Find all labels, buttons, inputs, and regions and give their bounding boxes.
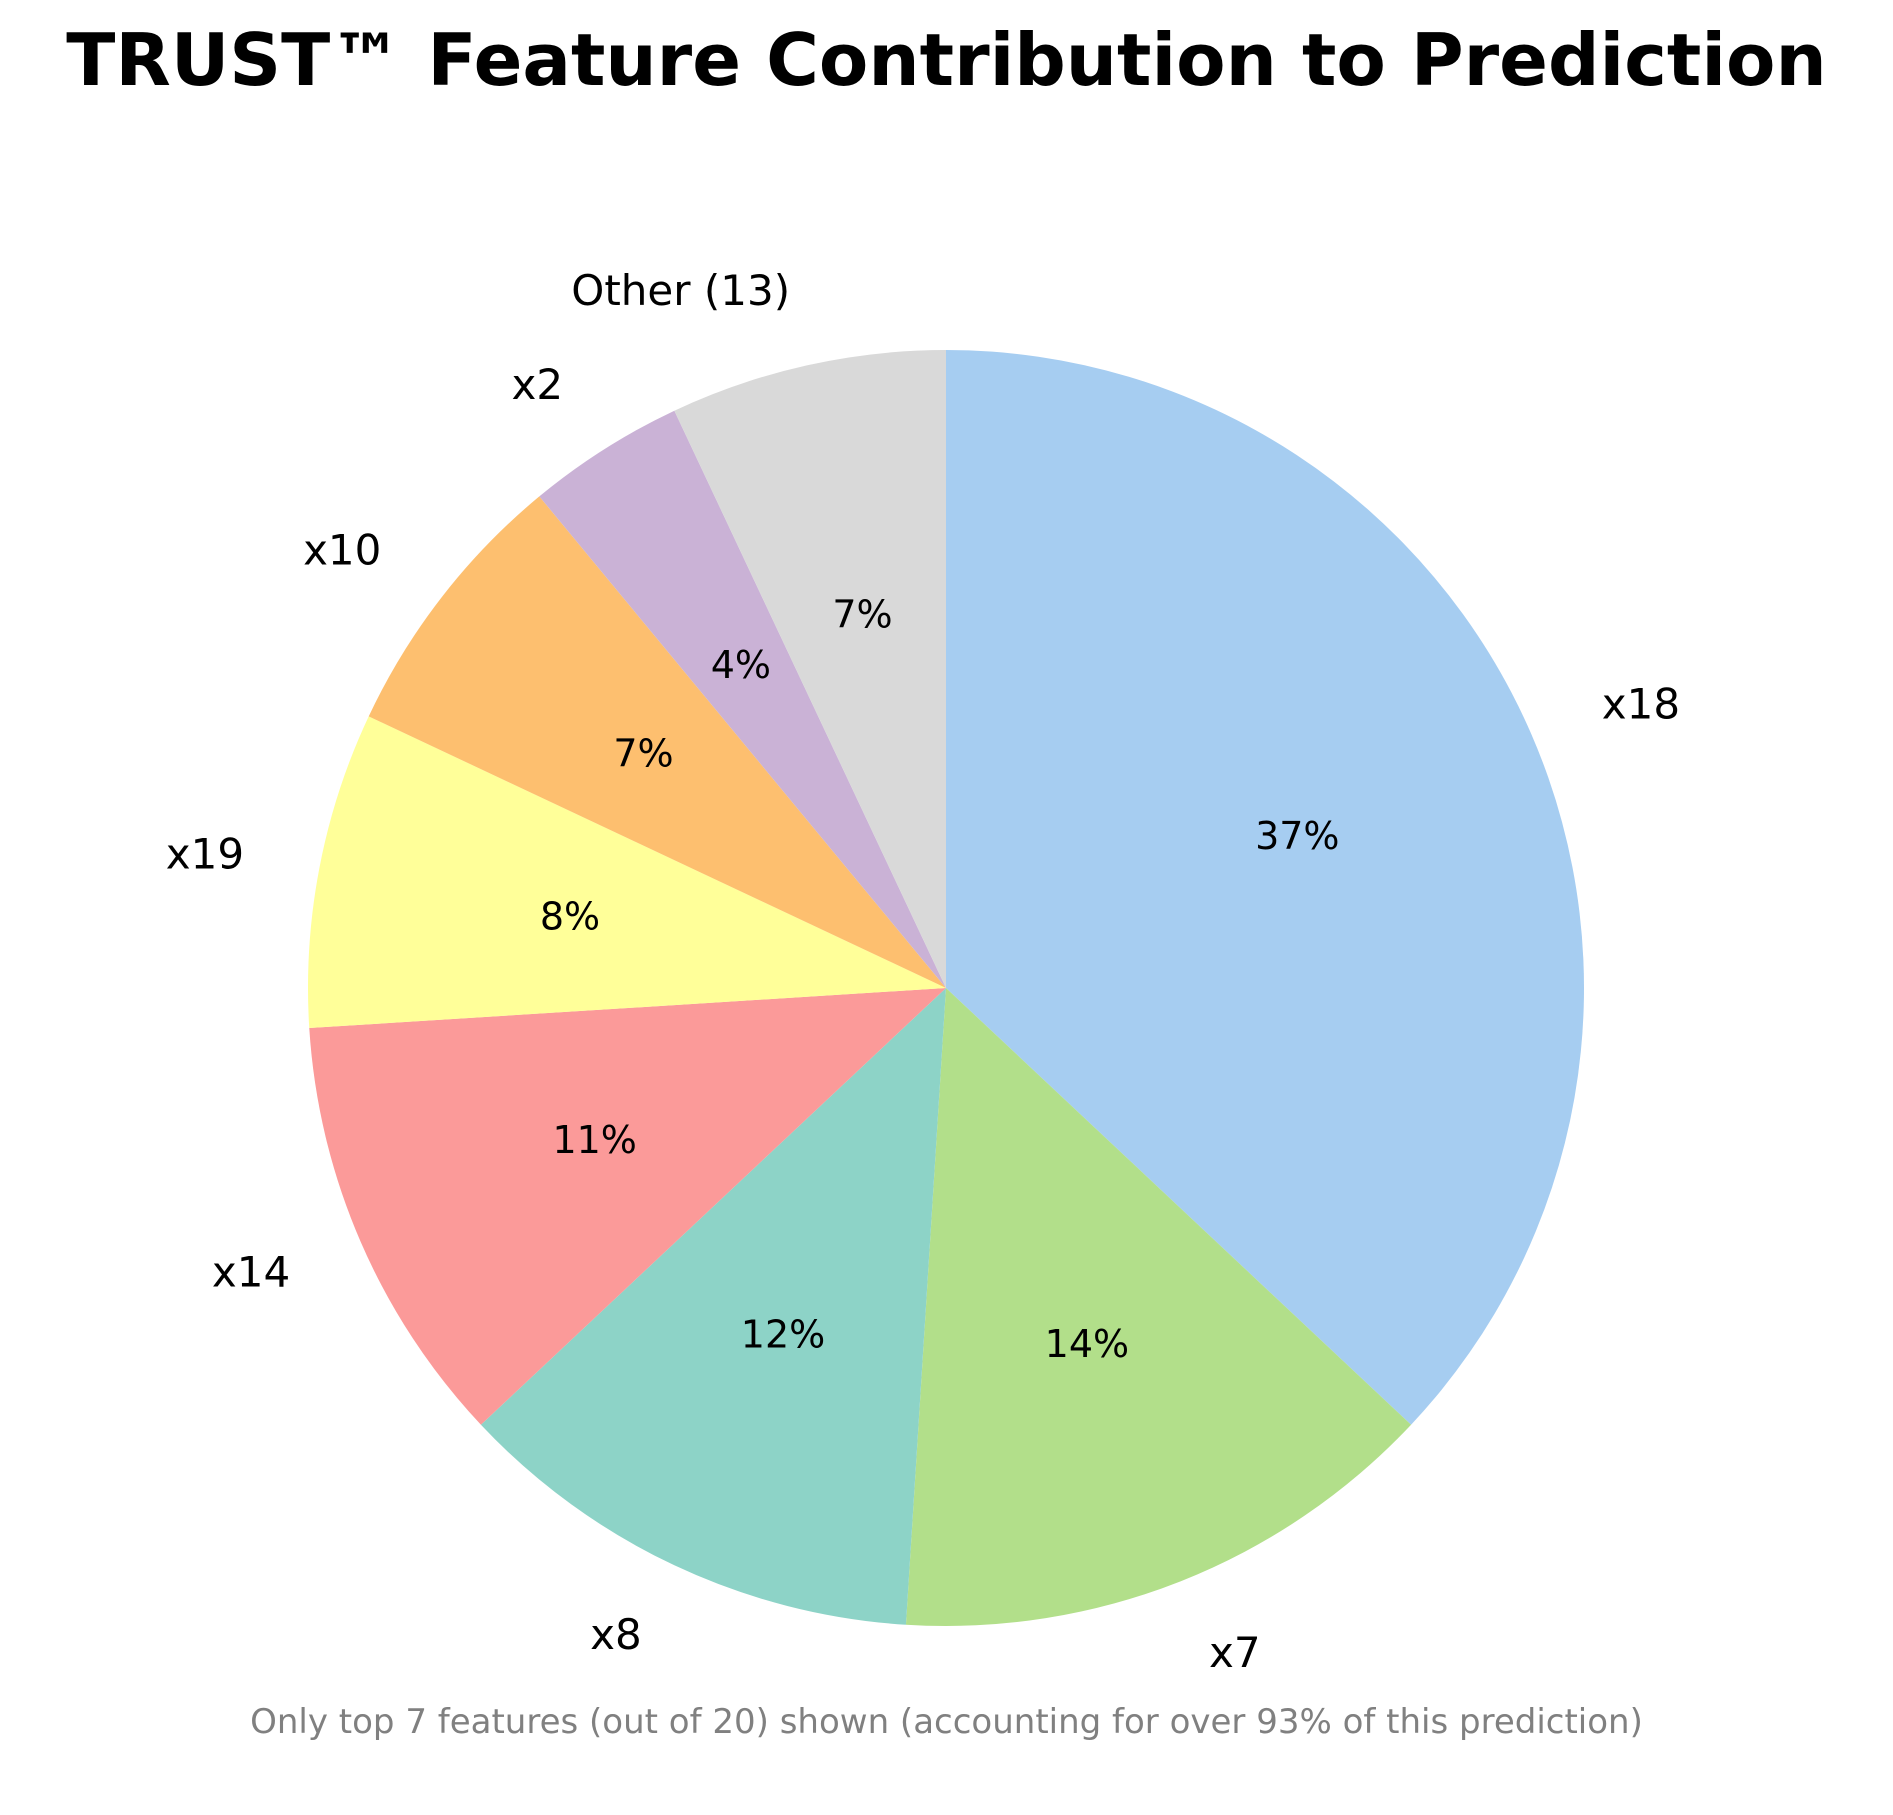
slice-label: x8 — [590, 1610, 642, 1659]
slice-percent-label: 4% — [711, 643, 771, 687]
pie-slice-x7 — [905, 988, 1412, 1626]
pie-slices — [308, 350, 1585, 1626]
pie-slice-x18 — [946, 350, 1585, 1425]
pie-slice-x2 — [539, 410, 946, 988]
slice-label: x19 — [166, 830, 244, 879]
chart-footnote: Only top 7 features (out of 20) shown (a… — [250, 1702, 1643, 1742]
slice-label: x14 — [212, 1247, 290, 1296]
slice-percent-label: 12% — [741, 1312, 825, 1356]
slice-label: x2 — [512, 360, 564, 409]
slice-label: Other (13) — [571, 266, 790, 315]
slice-percent-label: 8% — [540, 894, 600, 938]
slice-percent-label: 7% — [832, 592, 892, 636]
slice-label: x10 — [303, 526, 381, 575]
pie-slice-x10 — [368, 496, 946, 988]
slice-label: x18 — [1602, 680, 1680, 729]
slice-percent-label: 11% — [552, 1118, 636, 1162]
pie-slice-other-13 — [674, 350, 946, 988]
chart-title: TRUST™ Feature Contribution to Predictio… — [66, 18, 1827, 102]
slice-percent-label: 7% — [613, 731, 673, 775]
slice-percent-label: 37% — [1255, 814, 1339, 858]
pie-slice-x8 — [480, 988, 946, 1625]
slice-percent-label: 14% — [1045, 1322, 1129, 1366]
pie-labels: x18 37% x7 14% x8 12% x14 11% x19 8% x10 7% x2 4% Othe… — [166, 266, 1680, 1677]
pie-slice-x14 — [309, 988, 947, 1425]
pie-slice-x19 — [308, 716, 946, 1029]
slice-label: x7 — [1209, 1628, 1261, 1677]
